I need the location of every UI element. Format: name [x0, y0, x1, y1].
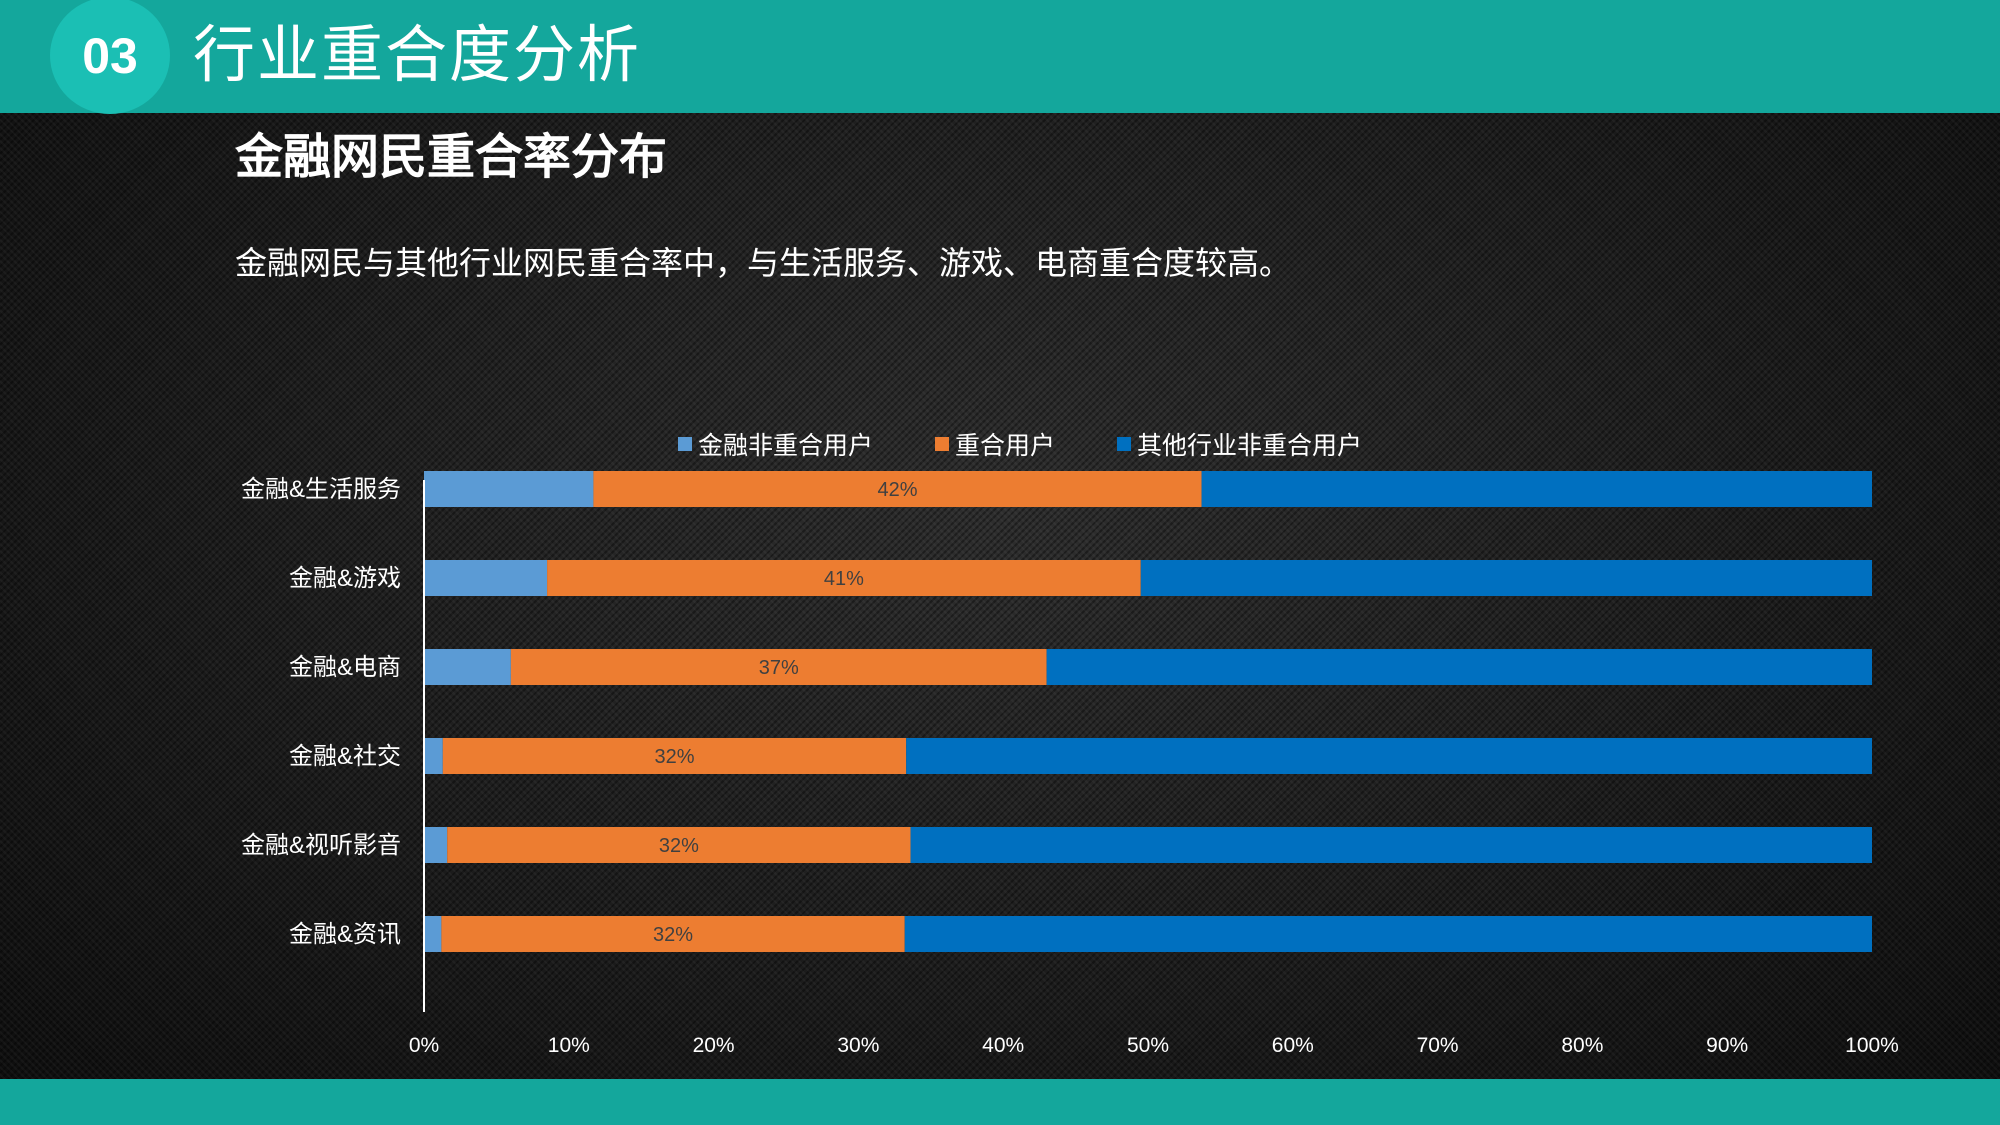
legend-swatch: [677, 437, 692, 451]
bar-segment: [424, 738, 443, 774]
data-label: 41%: [824, 568, 864, 590]
legend-label: 其他行业非重合用户: [1137, 432, 1363, 460]
data-label: 32%: [654, 746, 694, 768]
section-title: 行业重合度分析: [193, 21, 642, 90]
bar-segment: [510, 649, 1047, 685]
legend-swatch: [934, 437, 949, 451]
x-tick-label: 30%: [837, 1034, 879, 1057]
section-number-badge: 03: [50, 0, 170, 114]
legend-item: 其他行业非重合用户: [1117, 426, 1362, 462]
legend-swatch: [1117, 437, 1131, 451]
bar-segment: [424, 916, 442, 952]
bar-segment: [424, 560, 548, 596]
bar-segment: [441, 916, 905, 952]
bar-segment: [904, 916, 1872, 952]
bar-segment: [593, 471, 1202, 507]
x-tick-label: 80%: [1561, 1034, 1603, 1057]
x-tick-label: 90%: [1706, 1034, 1748, 1057]
x-tick-label: 10%: [548, 1034, 590, 1057]
bar-segment: [906, 738, 1872, 774]
x-tick-label: 100%: [1845, 1034, 1899, 1057]
legend-label: 重合用户: [954, 432, 1055, 460]
legend-label: 金融非重合用户: [697, 432, 873, 460]
bar-segment: [424, 649, 511, 685]
x-tick-label: 20%: [693, 1034, 735, 1057]
bar-segment: [424, 471, 594, 507]
bar-segment: [447, 827, 911, 863]
slide-description: 金融网民与其他行业网民重合率中，与生活服务、游戏、电商重合度较高。: [235, 245, 1292, 281]
category-label: 金融&电商: [289, 654, 401, 681]
category-label: 金融&资讯: [289, 921, 401, 948]
footer-bar: [0, 1079, 2000, 1125]
x-tick-label: 50%: [1127, 1034, 1169, 1057]
legend-item: 金融非重合用户: [677, 426, 873, 462]
data-label: 32%: [653, 924, 693, 946]
x-tick-label: 60%: [1272, 1034, 1314, 1057]
data-label: 32%: [659, 835, 699, 857]
category-label: 金融&游戏: [289, 565, 401, 592]
chart-legend: 金融非重合用户 重合用户 其他行业非重合用户: [0, 426, 2000, 462]
category-label: 金融&社交: [289, 743, 401, 770]
x-tick-label: 70%: [1417, 1034, 1459, 1057]
bar-segment: [547, 560, 1141, 596]
slide-title: 金融网民重合率分布: [235, 131, 668, 184]
category-label: 金融&生活服务: [241, 476, 401, 503]
x-tick-label: 40%: [982, 1034, 1024, 1057]
data-label: 37%: [759, 657, 799, 679]
bar-segment: [1201, 471, 1872, 507]
bar-segment: [1046, 649, 1872, 685]
bar-segment: [1140, 560, 1872, 596]
header-bar: 03 行业重合度分析: [0, 0, 2000, 114]
category-label: 金融&视听影音: [241, 832, 401, 859]
bar-segment: [442, 738, 907, 774]
x-tick-label: 0%: [409, 1034, 439, 1057]
legend-item: 重合用户: [934, 426, 1055, 462]
data-label: 42%: [877, 479, 917, 501]
bar-segment: [424, 827, 448, 863]
bar-segment: [910, 827, 1872, 863]
